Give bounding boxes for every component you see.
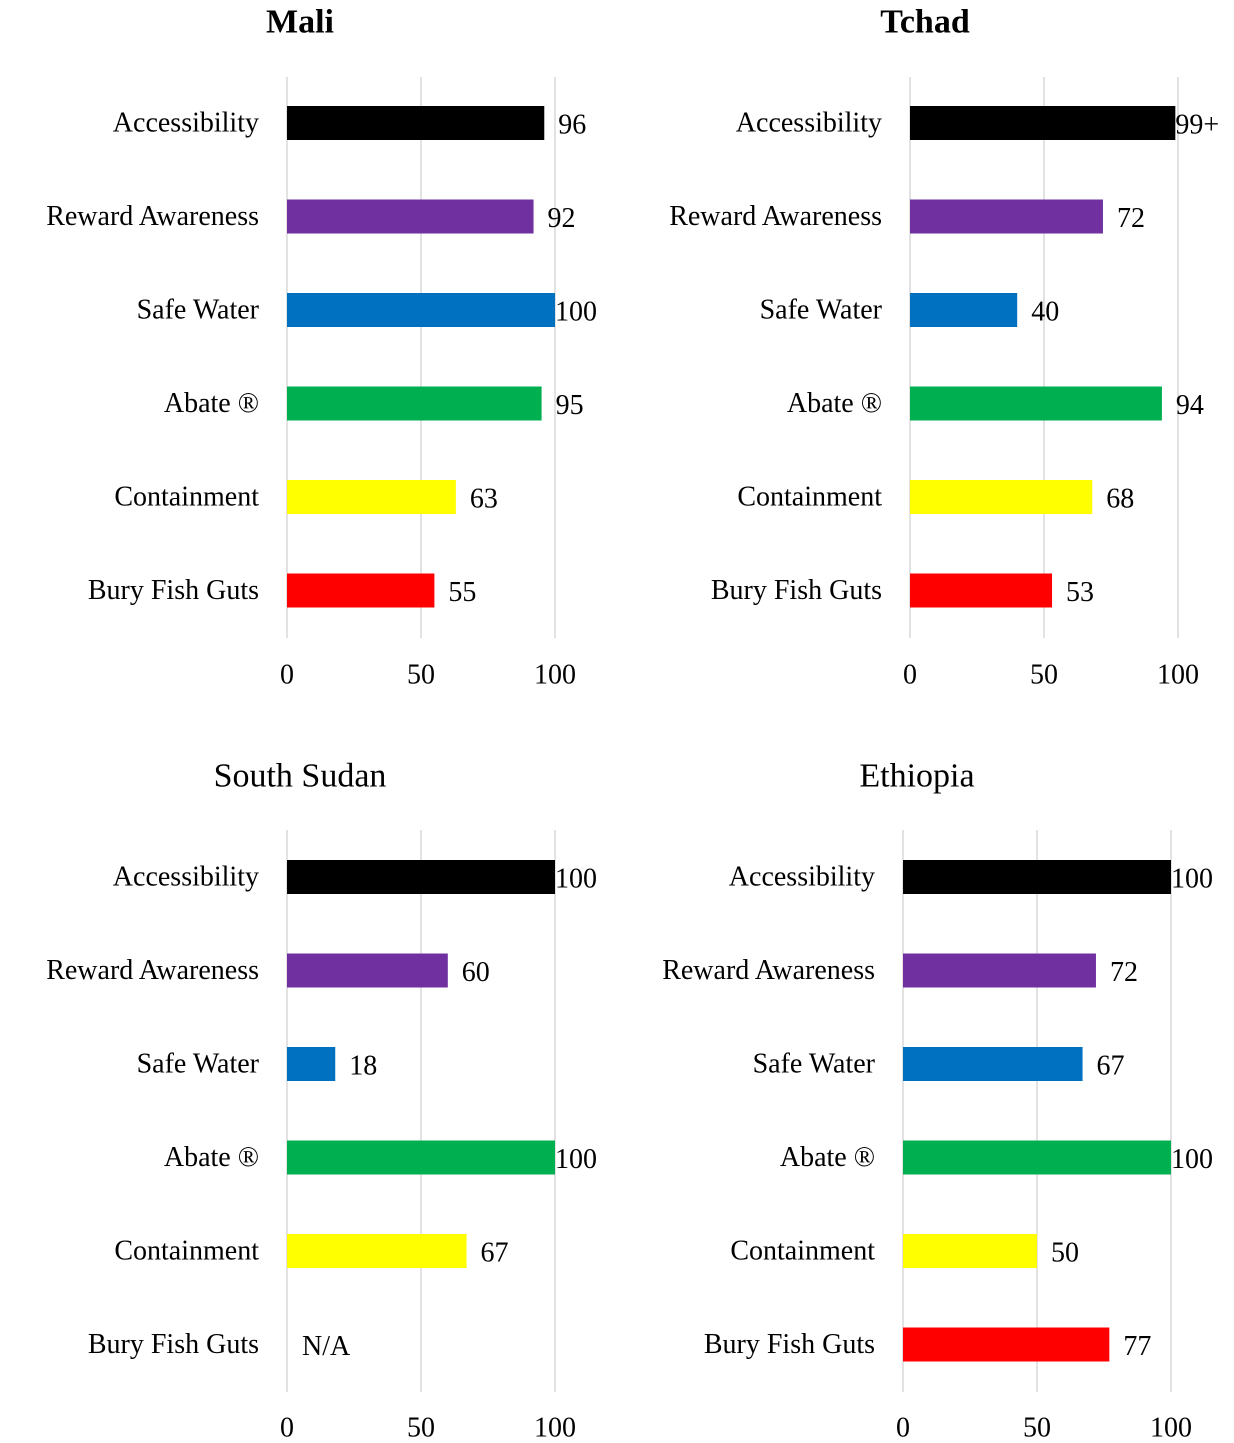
x-tick-label: 0 — [280, 660, 294, 691]
data-label: 67 — [481, 1238, 509, 1269]
category-label-safe-water: Safe Water — [760, 295, 883, 326]
category-label-accessibility: Accessibility — [113, 862, 259, 893]
data-label: 77 — [1123, 1331, 1151, 1362]
category-label-abate: Abate ® — [787, 388, 882, 419]
bar-containment — [287, 1234, 467, 1268]
bar-accessibility — [287, 860, 555, 894]
data-label: 95 — [556, 390, 584, 421]
bar-bury-fish-guts — [903, 1327, 1110, 1362]
chart-panel-tchad: Tchad 0 50 100 Accessibility 99+ Reward Awaren… — [669, 4, 1219, 691]
category-label-accessibility: Accessibility — [736, 108, 882, 139]
bar-safe-water — [910, 293, 1018, 327]
category-label-bury-fish-guts: Bury Fish Guts — [88, 575, 259, 606]
chart-title: South Sudan — [214, 758, 387, 795]
bar-containment — [903, 1234, 1037, 1268]
chart-panel-ethiopia: Ethiopia 0 50 100 Accessibility 100 Reward Awa… — [662, 758, 1213, 1443]
data-label: 94 — [1176, 390, 1204, 421]
category-label-safe-water: Safe Water — [753, 1049, 876, 1080]
data-label: 18 — [349, 1051, 377, 1082]
category-label-reward-awareness: Reward Awareness — [662, 955, 875, 986]
data-label: 72 — [1117, 203, 1145, 234]
category-label-containment: Containment — [737, 482, 882, 513]
category-label-reward-awareness: Reward Awareness — [46, 955, 259, 986]
category-label-reward-awareness: Reward Awareness — [46, 201, 259, 232]
data-label: 67 — [1097, 1051, 1125, 1082]
category-label-safe-water: Safe Water — [137, 1049, 260, 1080]
bar-abate — [287, 386, 542, 421]
bar-safe-water — [287, 1047, 336, 1081]
data-label: 68 — [1106, 484, 1134, 515]
chart-title: Tchad — [880, 4, 970, 41]
bar-abate — [910, 386, 1162, 421]
category-label-containment: Containment — [114, 1236, 259, 1267]
x-tick-label: 100 — [1157, 660, 1199, 691]
data-label: 53 — [1066, 577, 1094, 608]
data-label: 96 — [558, 110, 586, 141]
chart-panel-mali: Mali 0 50 100 Accessibility 96 Reward Awarenes… — [46, 4, 597, 691]
data-label: 60 — [462, 957, 490, 988]
category-label-bury-fish-guts: Bury Fish Guts — [704, 1329, 875, 1360]
bar-abate — [903, 1140, 1171, 1175]
data-label: 40 — [1031, 297, 1059, 328]
x-tick-label: 100 — [1150, 1413, 1192, 1443]
bar-containment — [287, 480, 456, 514]
bar-accessibility — [903, 860, 1171, 894]
x-tick-label: 50 — [407, 1413, 435, 1443]
category-label-bury-fish-guts: Bury Fish Guts — [88, 1329, 259, 1360]
bar-reward-awareness — [287, 953, 448, 988]
data-label: 99+ — [1175, 110, 1219, 141]
category-label-safe-water: Safe Water — [137, 295, 260, 326]
category-label-abate: Abate ® — [164, 1142, 259, 1173]
bar-abate — [287, 1140, 555, 1175]
bar-accessibility — [287, 106, 545, 140]
chart-title: Mali — [266, 4, 334, 41]
data-label: 100 — [555, 864, 597, 895]
category-label-abate: Abate ® — [164, 388, 259, 419]
data-label: 92 — [548, 203, 576, 234]
x-tick-label: 100 — [534, 1413, 576, 1443]
category-label-accessibility: Accessibility — [729, 862, 875, 893]
data-label: 55 — [448, 577, 476, 608]
bar-reward-awareness — [903, 953, 1096, 988]
data-label: 100 — [1171, 1144, 1213, 1175]
data-label: 100 — [1171, 864, 1213, 895]
bar-reward-awareness — [910, 199, 1103, 234]
bar-bury-fish-guts — [910, 573, 1053, 608]
x-tick-label: 100 — [534, 660, 576, 691]
bar-safe-water — [903, 1047, 1083, 1081]
category-label-containment: Containment — [114, 482, 259, 513]
data-label: 100 — [555, 1144, 597, 1175]
data-label: 63 — [470, 484, 498, 515]
x-tick-label: 50 — [1023, 1413, 1051, 1443]
x-tick-label: 0 — [896, 1413, 910, 1443]
data-label: 72 — [1110, 957, 1138, 988]
category-label-abate: Abate ® — [780, 1142, 875, 1173]
bar-bury-fish-guts — [287, 573, 435, 608]
category-label-containment: Containment — [730, 1236, 875, 1267]
chart-title: Ethiopia — [859, 758, 974, 795]
bar-reward-awareness — [287, 199, 534, 234]
chart-panel-south-sudan: South Sudan 0 50 100 Accessibility 100 Reward … — [46, 758, 597, 1443]
category-label-accessibility: Accessibility — [113, 108, 259, 139]
bar-safe-water — [287, 293, 555, 327]
x-tick-label: 0 — [280, 1413, 294, 1443]
bar-containment — [910, 480, 1093, 514]
category-label-bury-fish-guts: Bury Fish Guts — [711, 575, 882, 606]
data-label: N/A — [302, 1331, 351, 1362]
bar-accessibility — [910, 106, 1176, 140]
data-label: 100 — [555, 297, 597, 328]
category-label-reward-awareness: Reward Awareness — [669, 201, 882, 232]
x-tick-label: 50 — [407, 660, 435, 691]
data-label: 50 — [1051, 1238, 1079, 1269]
x-tick-label: 0 — [903, 660, 917, 691]
x-tick-label: 50 — [1030, 660, 1058, 691]
